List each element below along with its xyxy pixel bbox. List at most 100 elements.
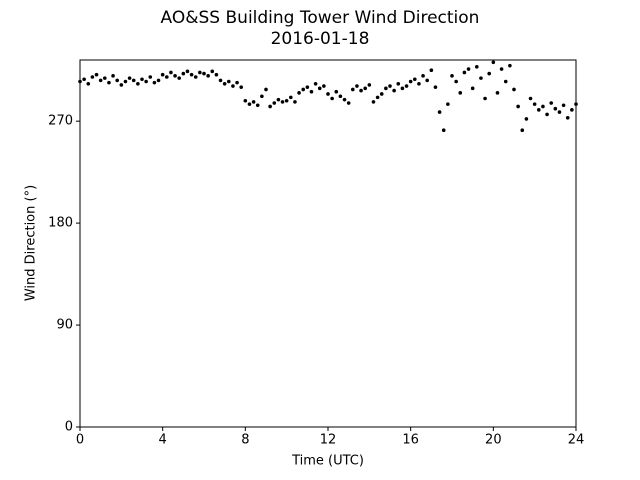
point	[396, 81, 401, 86]
point	[173, 74, 177, 78]
point	[156, 78, 161, 83]
point	[379, 92, 384, 96]
point	[297, 91, 301, 95]
point	[239, 85, 243, 89]
point	[470, 86, 475, 91]
point	[160, 72, 165, 77]
point	[210, 69, 215, 74]
point	[483, 96, 487, 101]
point	[293, 100, 297, 104]
point	[355, 84, 359, 88]
point	[557, 110, 562, 114]
point	[479, 76, 483, 80]
point	[227, 79, 231, 84]
point	[305, 85, 310, 89]
point	[119, 83, 124, 87]
point	[421, 74, 425, 78]
point	[152, 80, 157, 85]
point	[123, 79, 128, 84]
point	[235, 80, 239, 85]
point	[181, 71, 186, 76]
point	[408, 79, 413, 84]
chart-title: AO&SS Building Tower Wind Direction	[161, 8, 480, 28]
point	[503, 79, 508, 84]
point	[206, 74, 210, 78]
y-tick-label: 0	[65, 420, 73, 435]
point	[326, 92, 330, 96]
point	[334, 89, 339, 94]
point	[276, 97, 281, 102]
x-tick-label: 16	[402, 433, 419, 448]
point	[284, 98, 289, 103]
chart-subtitle: 2016-01-18	[271, 29, 370, 49]
point	[115, 78, 119, 83]
point	[189, 72, 194, 77]
point	[561, 103, 566, 108]
point	[185, 69, 190, 74]
point	[466, 67, 471, 71]
x-tick-label: 0	[76, 433, 84, 448]
point	[388, 84, 392, 88]
point	[574, 102, 578, 106]
y-tick-label: 180	[48, 216, 73, 231]
point	[499, 67, 504, 71]
x-axis-label: Time (UTC)	[291, 454, 364, 469]
point	[475, 64, 479, 69]
point	[309, 89, 314, 94]
point	[545, 112, 549, 117]
point	[565, 115, 570, 120]
point	[198, 70, 202, 75]
point	[90, 75, 95, 79]
point	[338, 94, 343, 99]
point	[532, 102, 537, 106]
point	[454, 79, 458, 84]
point	[541, 104, 545, 109]
y-tick-label: 270	[48, 114, 73, 129]
point	[317, 86, 322, 91]
point	[94, 72, 99, 77]
point	[177, 76, 181, 80]
point	[218, 78, 223, 83]
point	[214, 72, 219, 77]
point	[367, 83, 372, 87]
point	[429, 68, 434, 72]
point	[255, 103, 260, 108]
point	[404, 84, 409, 88]
point	[413, 77, 417, 82]
point	[570, 108, 574, 112]
point	[86, 81, 91, 86]
point	[520, 128, 525, 133]
point	[165, 75, 169, 79]
point	[553, 106, 558, 111]
point	[82, 77, 86, 82]
point	[140, 77, 144, 82]
point	[193, 75, 198, 79]
point	[392, 88, 396, 93]
point	[280, 100, 285, 104]
point	[107, 80, 111, 85]
point	[375, 95, 380, 100]
point	[371, 100, 376, 104]
point	[346, 101, 351, 105]
y-tick-label: 90	[56, 318, 73, 333]
point	[144, 79, 148, 84]
point	[450, 74, 454, 78]
point	[524, 117, 529, 121]
point	[433, 85, 438, 89]
point	[359, 88, 363, 93]
point	[330, 96, 334, 101]
y-axis-label: Wind Direction (°)	[24, 185, 39, 301]
x-tick-label: 4	[159, 433, 167, 448]
point	[417, 81, 421, 86]
point	[516, 104, 520, 109]
point	[446, 102, 450, 106]
point	[363, 86, 368, 91]
x-tick-label: 12	[320, 433, 337, 448]
point	[549, 101, 553, 105]
point	[512, 87, 516, 92]
point	[491, 60, 496, 65]
point	[260, 94, 264, 99]
point	[272, 101, 277, 105]
x-tick-label: 24	[568, 433, 585, 448]
point	[441, 128, 446, 133]
